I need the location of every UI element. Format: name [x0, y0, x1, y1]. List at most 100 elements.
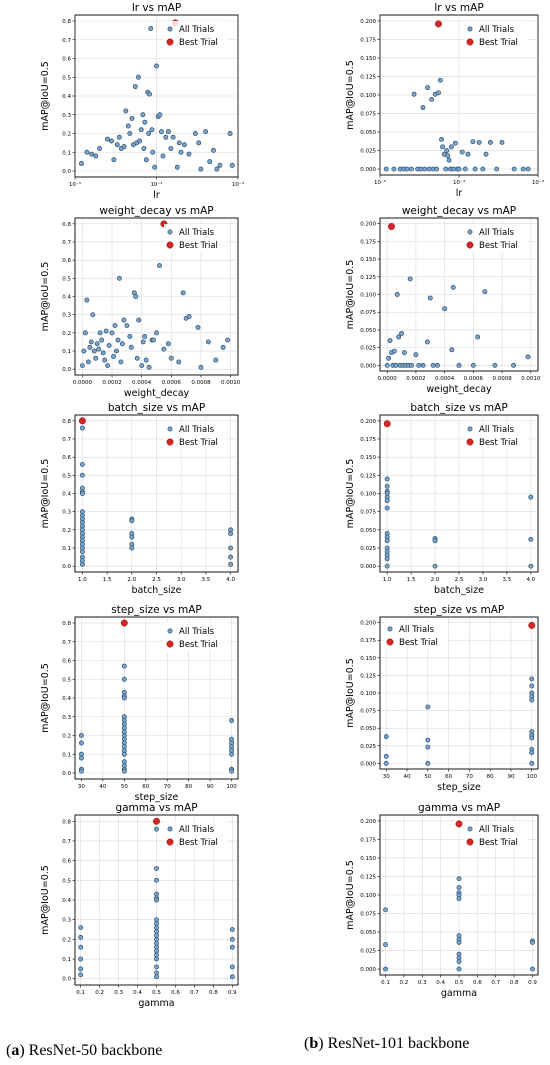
y-axis-label: mAP@IoU=0.5 [40, 865, 51, 935]
all-trials-point [116, 134, 122, 140]
legend-box [164, 623, 228, 651]
all-trials-point [99, 337, 105, 343]
x-tick-label: 10⁻³ [532, 179, 544, 186]
all-trials-point [470, 139, 476, 145]
x-tick-label: 1.0 [383, 577, 392, 583]
all-trials-point [487, 139, 493, 145]
x-tick-label: 60 [445, 774, 452, 780]
all-trials-point [529, 683, 535, 689]
all-trials-point [154, 970, 159, 976]
y-tick-label: 0.5 [62, 473, 71, 479]
all-trials-point [154, 63, 159, 69]
plot-border [74, 616, 239, 780]
y-tick-label: 0.100 [360, 893, 376, 899]
all-trials-point [180, 290, 186, 296]
y-tick-label: 0.2 [62, 937, 71, 943]
all-trials-point [220, 344, 226, 350]
all-trials-point [528, 563, 534, 569]
all-trials-point [154, 866, 159, 871]
x-tick-label: 10⁻⁴ [150, 181, 163, 188]
all-trials-point [154, 948, 159, 954]
all-trials-point [146, 364, 152, 370]
y-tick-label: 0.4 [62, 295, 71, 301]
legend-label-best: Best Trial [399, 638, 438, 648]
all-trials-point [78, 944, 84, 950]
y-tick-label: 0.5 [62, 878, 71, 884]
y-tick-label: 0.050 [360, 930, 376, 936]
all-trials-point [118, 359, 124, 365]
y-tick-label: 0.1 [62, 150, 71, 156]
x-tick-label: 3.0 [177, 577, 186, 583]
all-trials-point [456, 166, 462, 172]
all-trials-point [529, 697, 535, 703]
y-tick-label: 0.3 [62, 715, 71, 721]
y-tick-label: 0.075 [360, 310, 376, 316]
legend-label-all: All Trials [179, 25, 215, 35]
all-trials-point [229, 936, 235, 942]
all-trials-point [121, 695, 127, 701]
all-trials-point [181, 142, 187, 148]
best-trial-point [383, 420, 391, 428]
all-trials-point [78, 925, 84, 930]
chart-title: step_size vs mAP [111, 604, 201, 616]
all-trials-point [196, 140, 202, 146]
all-trials-point [520, 166, 526, 172]
x-tick-label: 10⁻³ [232, 181, 244, 188]
y-axis-label: mAP@IoU=0.5 [40, 663, 51, 733]
x-tick-label: 0.4 [436, 980, 445, 986]
all-trials-point [384, 476, 390, 482]
all-trials-point [386, 355, 392, 361]
legend-marker-best [166, 640, 174, 648]
all-trials-point [146, 131, 152, 136]
best-trial-point [388, 223, 395, 230]
all-trials-point [114, 348, 119, 354]
all-trials-point [84, 297, 90, 303]
legend-marker-best [466, 241, 474, 249]
all-trials-point [475, 334, 481, 340]
all-trials-point [530, 966, 535, 972]
chart-4: 0.0000 0.0002 0.0004 0.0006 0.0008 0.0010 0.00… [345, 205, 541, 395]
y-tick-label: 0.3 [62, 313, 71, 319]
all-trials-point [192, 131, 198, 136]
all-trials-point [148, 26, 154, 31]
y-tick-label: 0.0 [62, 771, 71, 777]
all-trials-point [114, 142, 120, 148]
all-trials-point [399, 331, 404, 336]
x-tick-label: 3.0 [479, 577, 488, 583]
y-tick-label: 0.100 [360, 691, 376, 697]
all-trials-point [432, 563, 438, 569]
all-trials-point [117, 275, 122, 281]
y-axis-label: mAP@IoU=0.5 [40, 262, 51, 332]
all-trials-point [394, 292, 400, 297]
all-trials-point [90, 312, 96, 318]
x-axis-label: lr [153, 190, 160, 201]
x-tick-label: 2.5 [152, 577, 161, 583]
all-trials-point [427, 295, 433, 301]
legend-label-all: All Trials [479, 228, 515, 238]
y-tick-label: 0.5 [62, 276, 71, 282]
all-trials-point [151, 337, 156, 343]
x-tick-label: 0.0004 [435, 376, 455, 382]
y-tick-label: 0.125 [360, 473, 376, 479]
y-tick-label: 0.025 [360, 949, 376, 955]
legend-box [464, 821, 528, 849]
scatter-chart-grid: 10⁻⁵ 10⁻⁴ 10⁻³ 0.0 0.1 0.2 0.3 0.4 0.5 0.6 0.7 0.8 l… [40, 2, 544, 1009]
chart-10: 0.1 0.2 0.3 0.4 0.5 0.6 0.7 0.8 0.9 0.000 0.025 0.0… [345, 802, 539, 999]
all-trials-point [129, 116, 135, 121]
legend-marker-all [467, 826, 473, 832]
all-trials-point [396, 334, 402, 340]
all-trials-point [134, 355, 140, 361]
all-trials-point [157, 112, 163, 118]
all-trials-point [79, 549, 85, 555]
x-tick-label: 3.5 [202, 577, 211, 583]
y-tick-label: 0.7 [62, 437, 71, 443]
plot-border [379, 616, 539, 770]
y-tick-label: 0.2 [62, 734, 71, 740]
legend-box [384, 621, 448, 649]
all-trials-point [437, 77, 443, 83]
all-trials-point [168, 355, 174, 361]
y-tick-label: 0.1 [62, 546, 71, 552]
all-trials-point [228, 545, 234, 551]
all-trials-point [383, 166, 389, 172]
all-trials-point [125, 123, 131, 129]
